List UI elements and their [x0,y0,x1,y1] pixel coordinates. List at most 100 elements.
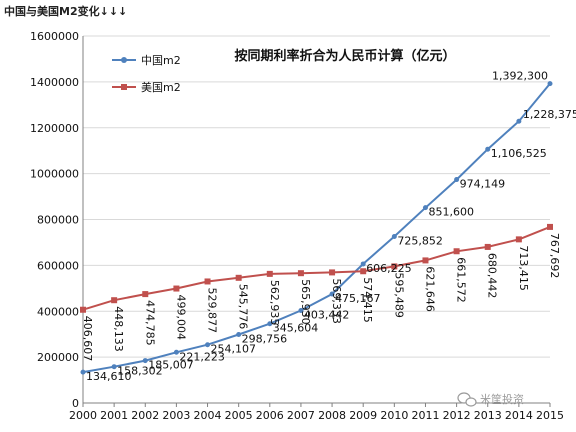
watermark: 米筐投资 [457,392,524,407]
chart-series [80,81,553,375]
x-tick-label: 2005 [225,409,253,422]
legend-marker-usa [121,84,127,90]
data-label-china: 1,106,525 [491,147,547,160]
data-label-usa: 569,333 [330,278,343,324]
y-tick-label: 400000 [37,305,79,318]
data-label-usa: 529,877 [206,287,219,333]
page-title: 中国与美国M2变化↓↓↓ [4,5,128,18]
data-label-china: 851,600 [428,206,474,219]
x-tick-label: 2006 [256,409,284,422]
data-label-usa: 574,415 [361,277,374,323]
data-point-usa [422,257,429,264]
data-point-usa [329,269,336,276]
data-label-usa: 565,930 [299,279,312,325]
data-labels: 134,610158,302185,007221,223254,107298,7… [81,70,576,383]
grid-lines [83,35,550,358]
y-tick-label: 800000 [37,214,79,227]
data-point-china [360,261,366,267]
data-label-china: 403,442 [304,308,350,321]
chart-axes: 0 200000 400000 600000 800000 1000000 1200000 1… [30,30,564,422]
x-tick-label: 2014 [505,409,533,422]
x-tick-label: 2012 [443,409,471,422]
data-point-usa [547,223,553,230]
x-tick-label: 2008 [318,409,346,422]
y-tick-label: 600000 [37,259,79,272]
x-tick-label: 2003 [162,409,190,422]
data-point-china [173,349,179,355]
x-tick-label: 2007 [287,409,315,422]
data-point-china [80,369,86,375]
data-label-usa: 595,489 [392,272,405,318]
data-point-usa [142,291,149,298]
x-tick-label: 2015 [536,409,564,422]
data-label-usa: 767,692 [548,233,561,279]
x-tick-label: 2013 [474,409,502,422]
x-tick-label: 2009 [349,409,377,422]
x-tick-label: 2001 [100,409,128,422]
data-point-china [391,234,397,240]
watermark-text: 米筐投资 [480,392,524,406]
series-line-china [82,82,551,374]
data-point-usa [80,306,86,313]
legend-item-china: 中国m2 [112,54,181,67]
data-point-china [547,81,553,87]
data-point-usa [391,263,398,270]
chart-subtitle: 按同期利率折合为人民币计算（亿元） [234,48,455,64]
data-point-china [485,146,491,152]
data-point-usa [453,248,460,255]
legend-item-usa: 美国m2 [112,81,181,94]
data-point-usa [266,270,273,277]
data-point-usa [111,297,118,304]
wechat-icon [457,392,477,407]
data-label-usa: 621,646 [423,266,436,312]
data-point-china [236,331,242,337]
data-label-usa: 661,572 [455,257,468,303]
x-tick-label: 2010 [380,409,408,422]
data-point-china [142,358,148,364]
data-point-usa [360,268,367,275]
data-label-usa: 545,776 [237,284,250,330]
legend-label-usa: 美国m2 [141,81,181,94]
series-line-usa [82,225,551,311]
legend: 中国m2 美国m2 [112,54,181,94]
data-point-china [516,118,522,124]
data-label-china: 185,007 [148,359,194,372]
data-label-china: 475,167 [335,292,381,305]
y-tick-label: 1600000 [30,30,79,43]
x-tick-label: 2000 [69,409,97,422]
x-tick-label: 2002 [131,409,159,422]
x-tick-label: 2011 [411,409,439,422]
legend-label-china: 中国m2 [141,54,181,67]
data-point-china [298,307,304,313]
data-point-usa [484,243,491,250]
data-point-usa [204,278,211,285]
x-tick-label: 2004 [194,409,222,422]
data-label-china: 134,610 [86,370,132,383]
data-label-china: 606,225 [366,262,412,275]
data-label-usa: 562,935 [268,280,281,326]
data-point-usa [297,270,304,277]
data-label-china: 725,852 [397,235,443,248]
data-point-usa [515,236,522,243]
data-point-china [267,321,273,327]
data-point-usa [235,274,242,281]
data-label-china: 221,223 [179,350,225,363]
data-point-china [454,177,460,183]
data-point-china [422,205,428,211]
data-label-usa: 406,607 [81,316,94,362]
data-point-china [111,364,117,370]
data-label-china: 345,604 [273,322,319,335]
data-point-china [329,291,335,297]
data-point-china [205,342,211,348]
data-label-china: 254,107 [211,343,256,356]
data-label-china: 974,149 [460,178,506,191]
data-label-usa: 448,133 [112,306,125,352]
data-point-usa [173,285,180,292]
data-label-china: 1,228,375 [523,108,576,121]
y-tick-label: 1000000 [30,168,79,181]
data-label-china: 158,302 [117,365,163,378]
y-tick-label: 1200000 [30,122,79,135]
y-tick-label: 200000 [37,351,79,364]
legend-marker-china [121,57,127,63]
